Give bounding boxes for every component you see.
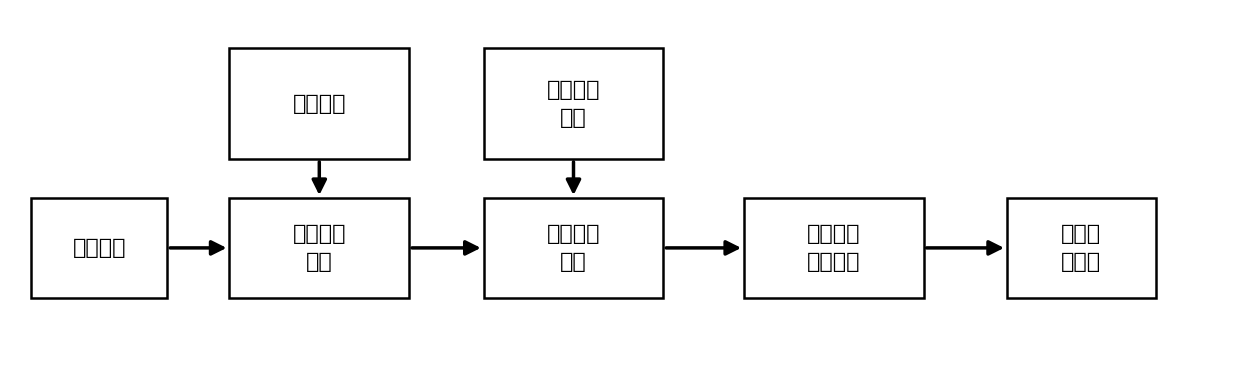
Text: 阈值设置
单元: 阈值设置 单元 bbox=[547, 80, 600, 128]
FancyBboxPatch shape bbox=[744, 198, 924, 298]
FancyBboxPatch shape bbox=[1007, 198, 1156, 298]
FancyBboxPatch shape bbox=[31, 198, 167, 298]
FancyBboxPatch shape bbox=[229, 198, 409, 298]
Text: 检波电路: 检波电路 bbox=[72, 238, 126, 258]
Text: 原边处
理单元: 原边处 理单元 bbox=[1061, 224, 1101, 272]
FancyBboxPatch shape bbox=[484, 198, 663, 298]
FancyBboxPatch shape bbox=[484, 48, 663, 159]
FancyBboxPatch shape bbox=[229, 48, 409, 159]
Text: 偏置单元: 偏置单元 bbox=[293, 94, 346, 114]
Text: 高速比较
单元: 高速比较 单元 bbox=[547, 224, 600, 272]
Text: 低通滤波
单元: 低通滤波 单元 bbox=[293, 224, 346, 272]
Text: 原边电磁
隔离单元: 原边电磁 隔离单元 bbox=[807, 224, 861, 272]
